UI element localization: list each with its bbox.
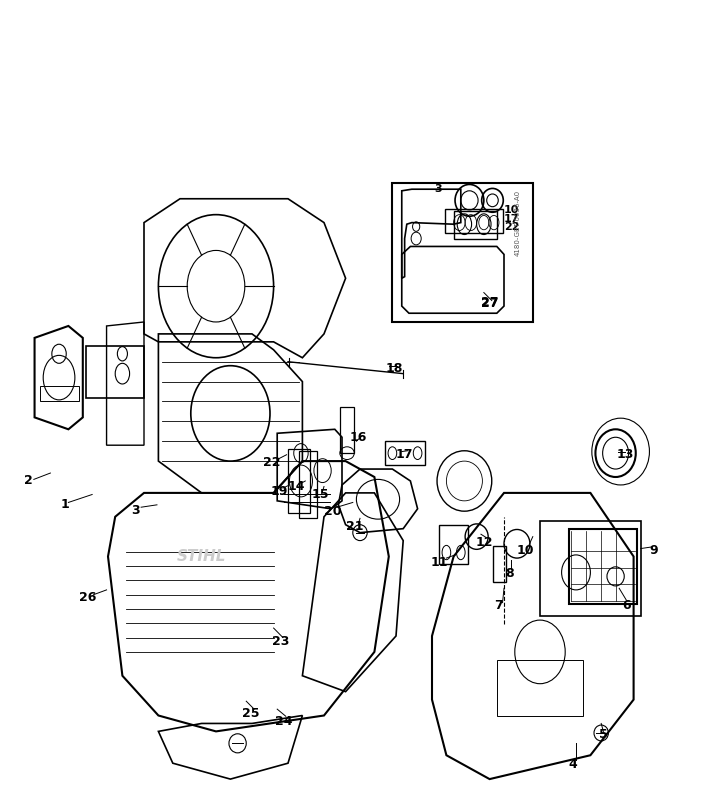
Text: 21: 21 — [346, 520, 364, 533]
Text: 11: 11 — [431, 556, 448, 569]
Bar — [288, 449, 310, 513]
Text: STIHL: STIHL — [177, 549, 226, 564]
Text: 19: 19 — [271, 485, 288, 498]
Text: 10: 10 — [517, 544, 534, 556]
Bar — [439, 525, 468, 564]
Text: 10: 10 — [504, 205, 519, 215]
Text: 15: 15 — [312, 488, 329, 501]
Text: 3: 3 — [434, 184, 441, 194]
Text: 4: 4 — [568, 758, 577, 771]
Text: 22: 22 — [264, 456, 281, 469]
Text: 7: 7 — [494, 599, 503, 612]
Text: 17: 17 — [504, 215, 520, 224]
Text: 14: 14 — [288, 480, 305, 493]
Text: 4180-GET-0036-A0: 4180-GET-0036-A0 — [515, 189, 521, 256]
Text: 8: 8 — [505, 568, 514, 580]
Bar — [299, 451, 317, 518]
Text: 20: 20 — [324, 506, 341, 518]
Text: 17: 17 — [396, 448, 413, 461]
Bar — [340, 407, 354, 453]
Bar — [454, 211, 497, 238]
Bar — [540, 521, 641, 616]
Text: 5: 5 — [599, 728, 608, 741]
Text: 26: 26 — [79, 591, 96, 604]
Text: 2: 2 — [24, 475, 33, 487]
Text: 23: 23 — [272, 635, 289, 648]
Bar — [497, 660, 583, 716]
Text: 24: 24 — [275, 715, 292, 727]
Text: 12: 12 — [475, 536, 492, 549]
Text: 9: 9 — [649, 544, 658, 556]
Text: 27: 27 — [481, 296, 498, 308]
Text: 27: 27 — [481, 297, 498, 310]
Text: 22: 22 — [504, 223, 520, 232]
Bar — [392, 183, 533, 322]
Text: 1: 1 — [60, 498, 69, 511]
Text: 3: 3 — [131, 504, 140, 517]
Text: 6: 6 — [622, 599, 631, 612]
Text: 25: 25 — [242, 707, 259, 719]
Bar — [40, 386, 79, 401]
Bar — [493, 546, 506, 582]
Bar — [86, 346, 144, 398]
Text: 13: 13 — [616, 448, 634, 461]
Bar — [569, 529, 637, 604]
Text: 16: 16 — [350, 431, 367, 444]
Text: 18: 18 — [386, 363, 403, 375]
Bar — [445, 209, 503, 233]
